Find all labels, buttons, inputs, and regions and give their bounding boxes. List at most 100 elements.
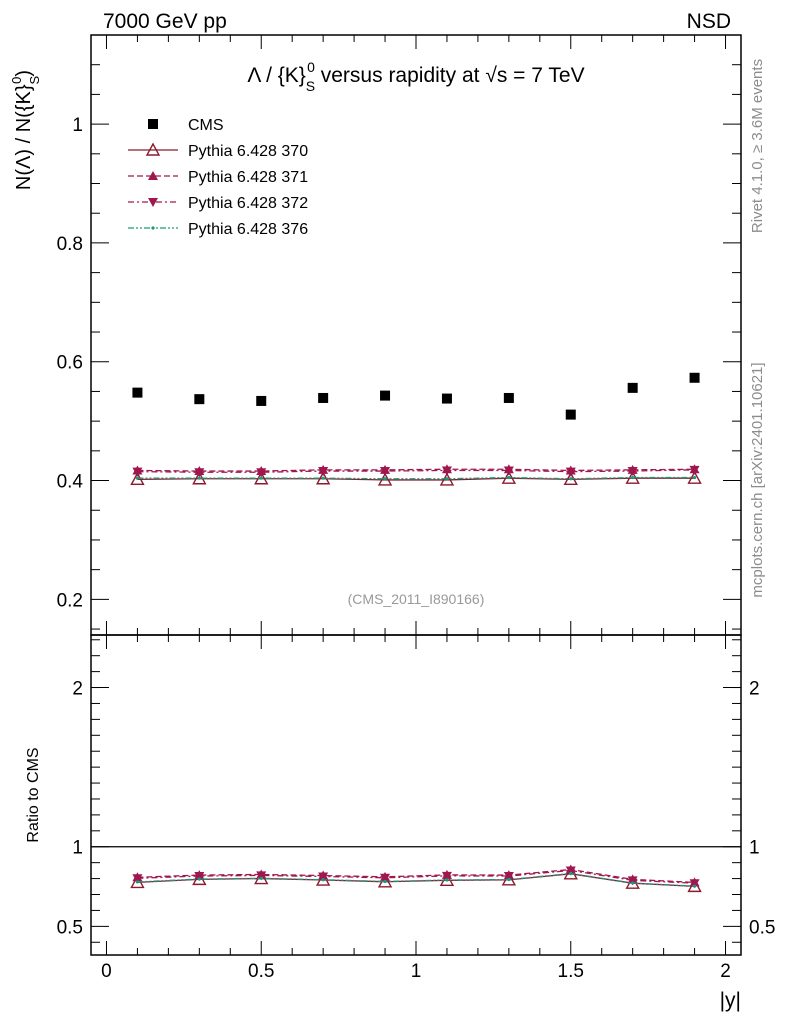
ratio-line <box>137 873 695 888</box>
ratio-point <box>135 880 140 884</box>
data-point <box>194 394 205 405</box>
data-point <box>318 392 329 403</box>
ratio-point <box>197 877 201 881</box>
data-point <box>256 395 267 406</box>
data-point <box>321 476 325 480</box>
header-left: 7000 GeV pp <box>103 10 227 33</box>
main-ytick-label: 0.4 <box>57 472 84 493</box>
data-point <box>692 475 697 480</box>
main-title: Λ / {K}S0 versus rapidity at √s = 7 TeV <box>247 59 584 94</box>
rivet-label: Rivet 4.1.0, ≥ 3.6M events <box>749 59 766 233</box>
legend-marker <box>151 226 155 230</box>
data-point <box>380 467 391 477</box>
data-point <box>503 392 514 403</box>
x-tick-label: 1 <box>411 961 422 982</box>
ratio-panel: 0.5 0.5 1 1 2 2 Ratio to CMS 0 0.5 1 1.5 2 |y| <box>25 35 775 1012</box>
ratio-point <box>132 874 143 884</box>
main-panel: 0.2 0.4 0.6 0.8 1 Λ / {K}S0 versus rapidity … <box>9 34 742 636</box>
data-point <box>135 476 140 480</box>
legend-label: CMS <box>188 117 224 134</box>
ratio-ylabel: Ratio to CMS <box>25 747 42 842</box>
ratio-point <box>627 876 638 886</box>
ratio-point <box>256 871 267 881</box>
ratio-series <box>130 864 702 893</box>
main-annotation: (CMS_2011_I890166) <box>348 591 485 607</box>
data-point <box>259 476 263 480</box>
ratio-ticks: 0.5 0.5 1 1 2 2 <box>57 639 775 943</box>
ratio-ytick-label-right: 0.5 <box>749 917 775 938</box>
data-point <box>627 467 638 477</box>
data-point <box>380 390 391 401</box>
data-point <box>441 393 452 404</box>
ratio-point <box>692 884 697 888</box>
mcplots-label: mcplots.cern.ch [arXiv:2401.10621] <box>749 362 766 597</box>
ratio-point <box>194 872 205 882</box>
legend-label: Pythia 6.428 371 <box>188 169 308 186</box>
data-point <box>631 475 635 480</box>
series-2 <box>132 464 700 476</box>
ratio-point <box>507 877 511 882</box>
main-ticks: 0.2 0.4 0.6 0.8 1 <box>57 64 741 630</box>
series-4 <box>135 475 697 481</box>
data-point <box>569 477 573 481</box>
ratio-ytick-label: 2 <box>72 679 83 700</box>
data-point <box>130 471 145 486</box>
ratio-point <box>441 871 452 881</box>
data-point <box>197 476 201 480</box>
x-ticks: 0 0.5 1 1.5 2 <box>101 35 731 982</box>
data-point <box>318 467 329 477</box>
main-ytick-label: 1 <box>72 115 83 136</box>
ratio-series-3 <box>135 871 697 888</box>
main-series <box>130 372 702 486</box>
data-point <box>627 382 638 393</box>
ratio-point <box>569 871 573 876</box>
main-ytick-label: 0.6 <box>57 353 83 374</box>
data-point <box>132 387 143 398</box>
legend-marker <box>148 198 158 207</box>
ratio-point <box>631 881 635 885</box>
data-point <box>507 475 511 480</box>
ratio-frame <box>90 634 742 956</box>
data-point <box>565 409 576 420</box>
ratio-point <box>318 872 329 882</box>
legend-label: Pythia 6.428 372 <box>188 195 308 212</box>
ratio-ytick-label: 1 <box>72 838 83 859</box>
legend: CMS Pythia 6.428 370 Pythia 6.428 371 Pythi… <box>128 117 308 238</box>
ratio-point <box>380 873 391 883</box>
svg-text:N(Λ) / N({K}S0): N(Λ) / N({K}S0) <box>9 70 42 190</box>
data-point <box>377 472 393 486</box>
data-point <box>439 472 455 486</box>
x-tick-label: 0 <box>101 961 112 982</box>
data-point <box>132 467 143 477</box>
data-point <box>503 466 514 476</box>
ratio-series-2 <box>132 866 700 889</box>
series-line <box>137 476 695 480</box>
data-point <box>194 468 205 478</box>
ratio-point <box>321 878 325 882</box>
series-3 <box>132 465 700 478</box>
x-tick-label: 0.5 <box>248 961 274 982</box>
main-ylabel: N(Λ) / N({K}S0) <box>9 70 42 190</box>
data-point <box>689 465 700 475</box>
series-0 <box>132 372 700 420</box>
x-tick-label: 1.5 <box>558 961 584 982</box>
data-point <box>565 467 576 477</box>
data-point <box>687 470 702 484</box>
ratio-line <box>137 868 695 884</box>
legend-marker <box>145 142 161 156</box>
data-point <box>445 477 449 481</box>
main-ytick-label: 0.8 <box>57 234 83 255</box>
ratio-ytick-label: 0.5 <box>57 917 83 938</box>
x-axis-label: |y| <box>720 989 741 1012</box>
x-tick-label: 2 <box>720 961 731 982</box>
series-line <box>137 469 695 473</box>
legend-marker <box>148 119 158 129</box>
series-line <box>137 468 695 472</box>
data-point <box>689 372 700 383</box>
ratio-point <box>259 876 263 880</box>
ratio-line <box>137 869 695 884</box>
data-point <box>441 466 452 476</box>
main-ytick-label: 0.2 <box>57 590 83 611</box>
ratio-series-0 <box>130 866 702 893</box>
